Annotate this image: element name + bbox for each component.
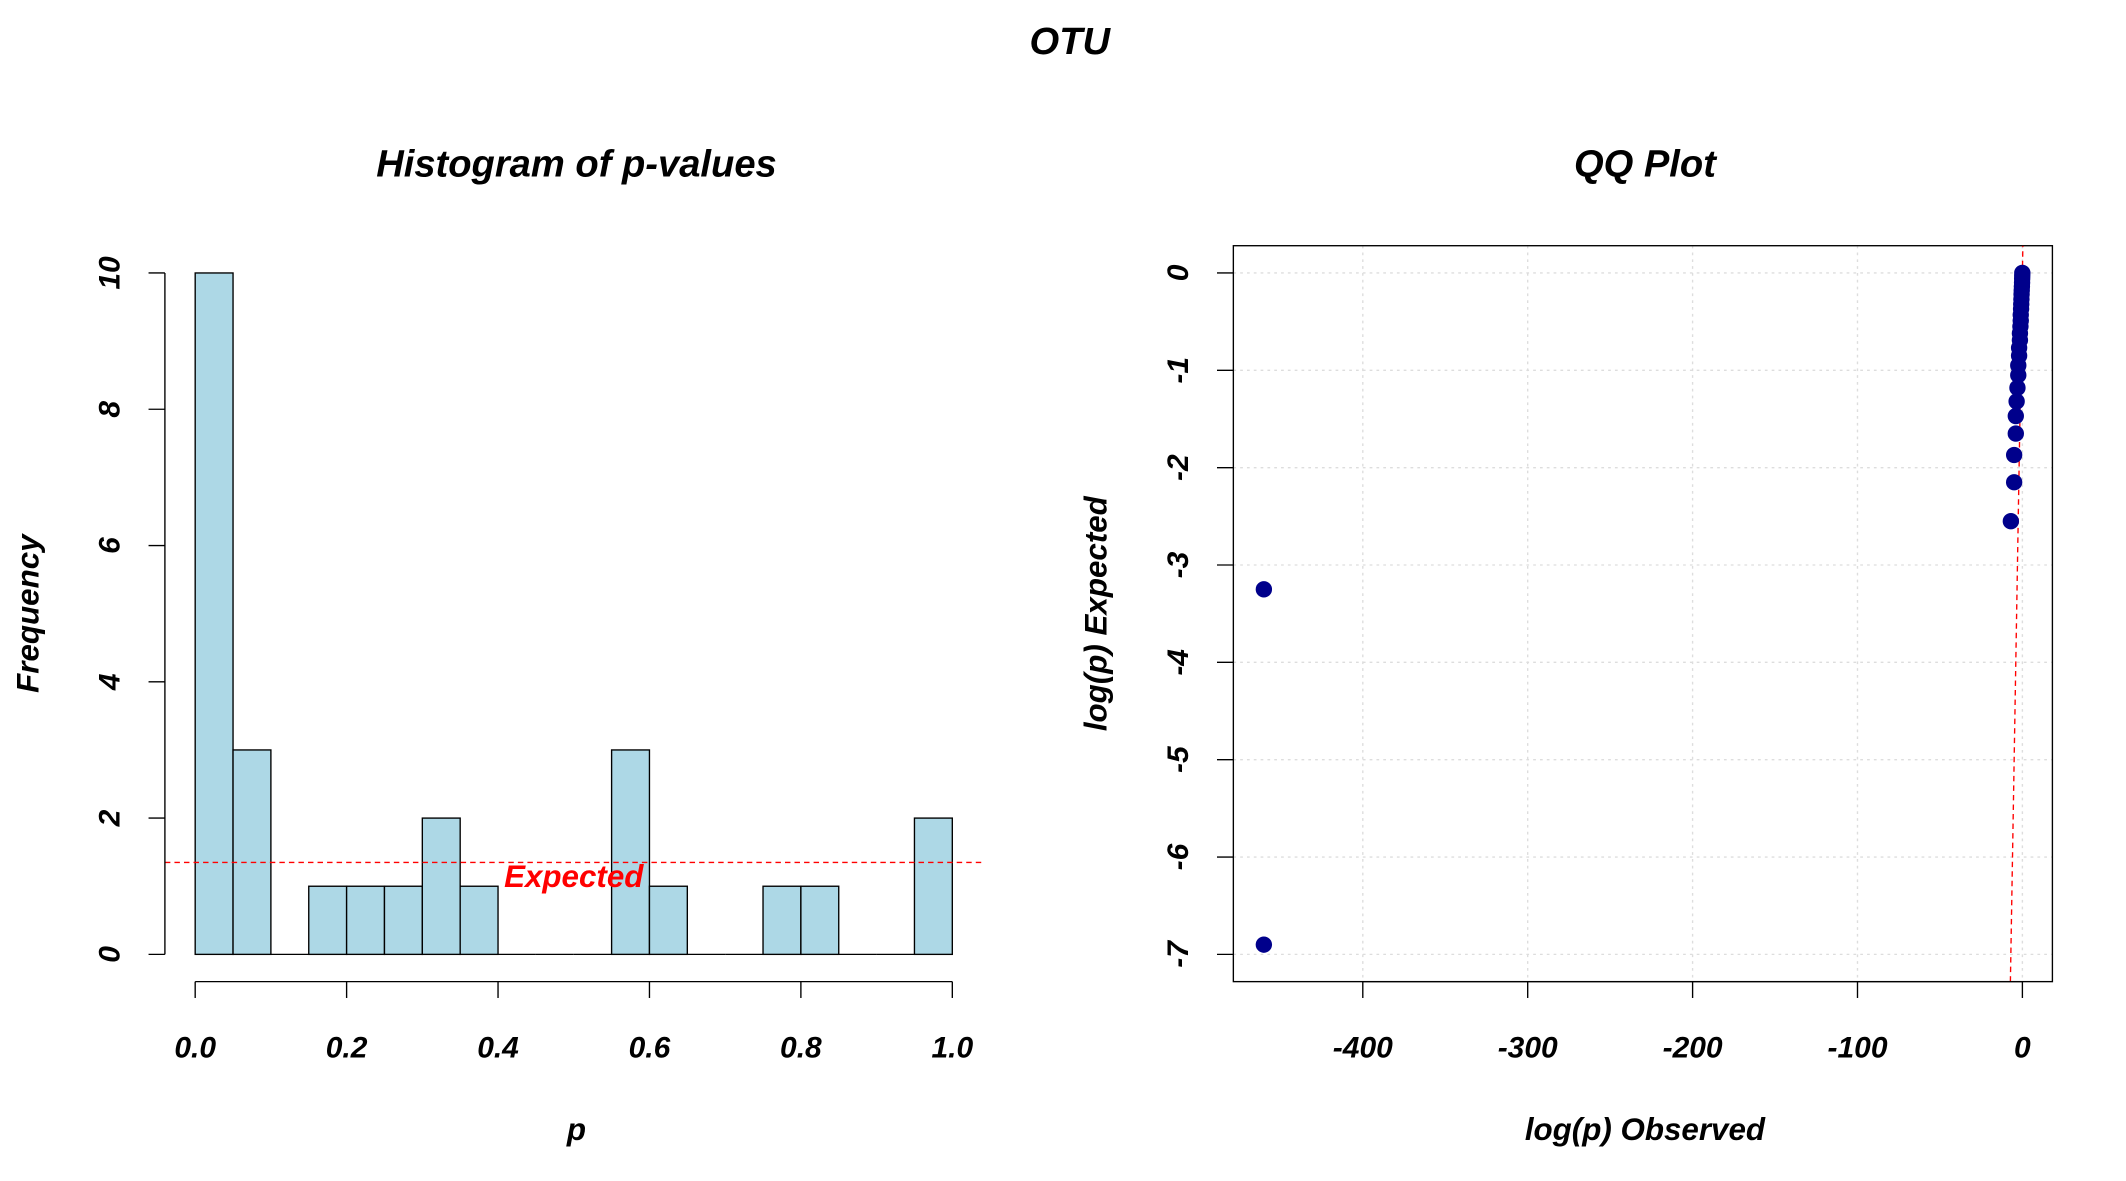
- bar: [345, 885, 386, 956]
- y-tick-label: -6: [1162, 843, 1195, 870]
- y-tick-label: -2: [1162, 454, 1195, 481]
- bar: [610, 749, 651, 956]
- y-tick-label: 2: [94, 809, 127, 827]
- x-tick-label: -300: [1498, 1032, 1558, 1065]
- x-tick-label: 0.6: [629, 1032, 671, 1065]
- x-tick-label: -200: [1663, 1032, 1723, 1065]
- point: [2005, 446, 2023, 464]
- x-tick-label: -400: [1333, 1032, 1393, 1065]
- y-tick-label: -3: [1162, 551, 1195, 578]
- y-tick-label: -5: [1162, 745, 1195, 773]
- point: [2009, 379, 2026, 397]
- expected-label: Expected: [504, 859, 644, 894]
- point: [2007, 425, 2024, 442]
- y-tick-label: -1: [1162, 357, 1195, 384]
- point: [2014, 264, 2031, 282]
- y-tick-label: -7: [1162, 940, 1195, 968]
- point: [1255, 581, 1273, 598]
- bar: [383, 885, 424, 956]
- bar: [232, 749, 272, 956]
- point: [1255, 936, 1273, 953]
- y-tick-label: 0: [1162, 264, 1195, 281]
- chart-title: QQ Plot: [1574, 143, 1717, 186]
- bar: [194, 272, 234, 956]
- y-tick-label: -4: [1162, 649, 1195, 676]
- figure-title: OTU: [1030, 20, 1112, 63]
- x-tick-label: -100: [1828, 1032, 1888, 1065]
- bar: [648, 885, 688, 956]
- x-tick-label: 1.0: [931, 1032, 973, 1065]
- y-tick-label: 8: [94, 401, 127, 418]
- plot-frame: [1232, 245, 2054, 983]
- bar: [800, 885, 840, 956]
- point: [2008, 393, 2025, 410]
- bar: [913, 817, 953, 956]
- x-axis-label: p: [566, 1112, 586, 1147]
- point: [2005, 474, 2023, 491]
- bar: [421, 817, 461, 956]
- y-tick-label: 6: [94, 537, 127, 554]
- y-axis-label: Frequency: [10, 533, 45, 693]
- x-axis-label: log(p) Observed: [1525, 1112, 1766, 1147]
- y-tick-label: 10: [94, 256, 127, 290]
- chart-title: Histogram of p-values: [376, 143, 777, 186]
- bar: [308, 885, 348, 956]
- point: [2007, 407, 2024, 425]
- x-tick-label: 0.8: [780, 1032, 822, 1065]
- y-tick-label: 0: [94, 946, 127, 963]
- x-tick-label: 0.2: [326, 1032, 368, 1065]
- point: [2002, 513, 2020, 530]
- x-tick-label: 0.4: [477, 1032, 519, 1065]
- x-tick-label: 0: [2014, 1032, 2031, 1065]
- bar: [762, 885, 802, 956]
- y-axis-label: log(p) Expected: [1079, 495, 1114, 731]
- x-tick-label: 0.0: [174, 1032, 216, 1065]
- bar: [459, 885, 499, 956]
- y-tick-label: 4: [94, 673, 127, 691]
